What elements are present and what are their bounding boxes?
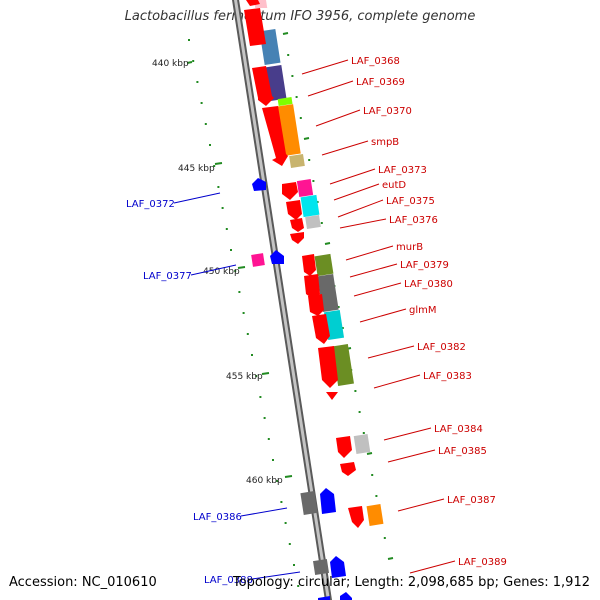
- label-connector: [387, 449, 436, 463]
- reverse-gene-arrow: [330, 556, 346, 578]
- label-connector: [345, 245, 394, 261]
- forward-gene-arrow: [326, 392, 338, 400]
- forward-gene-arrow: [340, 462, 356, 476]
- genome-summary: Topology: circular; Length: 2,098,685 bp…: [232, 575, 590, 590]
- position-ticks: [188, 32, 395, 587]
- forward-gene-arrow: [262, 106, 288, 166]
- forward-gene-label[interactable]: LAF_0375: [386, 196, 435, 207]
- forward-gene-label[interactable]: glmM: [409, 305, 437, 316]
- forward-gene-label[interactable]: smpB: [371, 137, 399, 148]
- label-connector: [353, 282, 402, 297]
- label-connector: [240, 507, 288, 517]
- scale-labels: 440 kbp 445 kbp 450 kbp 455 kbp 460 kbp: [152, 59, 293, 486]
- label-connector: [321, 140, 369, 156]
- forward-gene-arrow: [304, 274, 320, 300]
- reverse-gene-label[interactable]: LAF_0386: [193, 512, 242, 523]
- cog-block: [300, 194, 320, 218]
- cog-block: [353, 434, 371, 454]
- label-connector: [329, 168, 376, 185]
- forward-gene-label[interactable]: LAF_0380: [404, 279, 453, 290]
- forward-gene-label[interactable]: LAF_0382: [417, 342, 466, 353]
- forward-gene-arrow: [308, 294, 324, 316]
- label-connector: [359, 308, 407, 323]
- forward-gene-arrow: [290, 218, 304, 232]
- label-connector: [339, 218, 387, 229]
- cog-block: [314, 253, 334, 277]
- forward-gene-arrow: [348, 506, 364, 528]
- label-connector: [409, 560, 456, 574]
- label-connector: [190, 264, 237, 276]
- forward-gene-label[interactable]: LAF_0373: [378, 165, 427, 176]
- cog-block: [300, 491, 318, 515]
- forward-gene-arrow: [336, 436, 352, 458]
- cog-block: [277, 96, 293, 107]
- cog-block: [332, 344, 354, 386]
- scale-label-445: 445 kbp: [178, 164, 215, 174]
- cog-block: [366, 504, 384, 526]
- label-connector: [397, 498, 445, 512]
- forward-gene-arrow: [244, 8, 266, 46]
- forward-gene-label[interactable]: LAF_0379: [400, 260, 449, 271]
- position-tick: [387, 557, 394, 560]
- scale-label-455: 455 kbp: [226, 372, 263, 382]
- label-connector: [373, 374, 421, 389]
- forward-gene-label[interactable]: LAF_0383: [423, 371, 472, 382]
- forward-gene-label[interactable]: LAF_0387: [447, 495, 496, 506]
- forward-gene-arrow: [290, 232, 304, 244]
- forward-gene-label[interactable]: LAF_0389: [458, 557, 507, 568]
- forward-gene-arrow: [246, 0, 260, 6]
- reverse-gene-arrow: [318, 596, 330, 600]
- reverse-gene-arrow: [320, 488, 336, 514]
- label-connector: [173, 192, 221, 204]
- label-connector: [367, 345, 415, 359]
- position-tick: [366, 452, 373, 455]
- forward-gene-arrow: [282, 182, 298, 200]
- label-connector: [301, 59, 349, 75]
- position-tick: [303, 137, 310, 140]
- map-title: Lactobacillus fermentum IFO 3956, comple…: [124, 9, 476, 24]
- forward-gene-label[interactable]: LAF_0370: [363, 106, 412, 117]
- reverse-gene-arrow: [340, 592, 352, 600]
- forward-gene-label[interactable]: eutD: [382, 180, 406, 191]
- cog-block: [251, 253, 265, 267]
- cog-block: [305, 214, 321, 230]
- forward-gene-arrow: [286, 200, 302, 220]
- reverse-genes: [252, 178, 352, 600]
- reverse-gene-label[interactable]: LAF_0388: [204, 575, 253, 586]
- scale-label-450: 450 kbp: [203, 267, 240, 277]
- forward-gene-labels: LAF_0368 LAF_0369 LAF_0370 smpB LAF_0373 eutD…: [301, 56, 507, 574]
- reverse-gene-labels: LAF_0372 LAF_0377 LAF_0386 LAF_0388: [126, 192, 301, 586]
- label-connector: [383, 427, 432, 441]
- label-connector: [337, 199, 384, 218]
- scale-label-460: 460 kbp: [246, 476, 283, 486]
- reverse-gene-label[interactable]: LAF_0377: [143, 271, 192, 282]
- cog-block: [296, 179, 314, 197]
- forward-gene-label[interactable]: LAF_0384: [434, 424, 483, 435]
- label-connector: [349, 263, 398, 278]
- forward-gene-arrow: [302, 254, 316, 276]
- reverse-gene-arrow: [270, 250, 284, 264]
- label-connector: [251, 571, 301, 580]
- accession-label: Accession: NC_010610: [9, 575, 157, 590]
- scale-label-440: 440 kbp: [152, 59, 189, 69]
- cog-block: [289, 153, 305, 169]
- cog-block: [313, 559, 329, 575]
- label-connector: [333, 183, 380, 201]
- forward-gene-label[interactable]: murB: [396, 242, 423, 253]
- label-connector: [315, 109, 361, 127]
- forward-gene-label[interactable]: LAF_0368: [351, 56, 400, 67]
- position-tick: [324, 242, 331, 245]
- forward-genes: [244, 0, 364, 528]
- forward-gene-label[interactable]: LAF_0385: [438, 446, 487, 457]
- forward-gene-label[interactable]: LAF_0376: [389, 215, 438, 226]
- forward-gene-arrow: [318, 346, 338, 388]
- forward-gene-label[interactable]: LAF_0369: [356, 77, 405, 88]
- reverse-gene-label[interactable]: LAF_0372: [126, 199, 175, 210]
- forward-gene-arrow: [312, 314, 330, 344]
- reverse-gene-arrow: [252, 178, 266, 191]
- label-connector: [307, 80, 354, 97]
- forward-gene-arrow: [252, 66, 274, 106]
- position-tick: [282, 32, 289, 35]
